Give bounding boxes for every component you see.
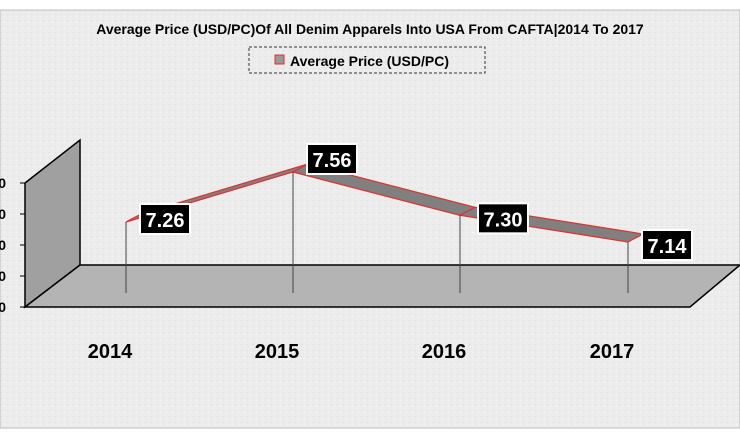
svg-text:7.56: 7.56 [313,150,352,172]
y-tick-label: 0 [0,268,6,284]
data-label: 7.26 [139,203,191,236]
plot-background [0,9,740,429]
x-tick-label: 2016 [422,341,467,363]
data-label: 7.14 [641,229,693,262]
floor [22,264,740,308]
legend-label: Average Price (USD/PC) [290,53,449,69]
data-label: 7.30 [477,202,529,235]
y-tick-label: 0 [0,299,6,315]
legend-swatch-icon [274,54,285,65]
chart-title: Average Price (USD/PC)Of All Denim Appar… [96,21,644,37]
svg-text:7.30: 7.30 [484,209,523,231]
x-tick-label: 2014 [88,341,133,363]
svg-text:7.14: 7.14 [648,236,688,258]
legend[interactable]: Average Price (USD/PC) [248,46,486,74]
x-tick-label: 2015 [255,341,300,363]
y-tick-label: 0 [0,237,6,253]
data-label: 7.56 [306,143,358,175]
svg-text:7.26: 7.26 [146,210,185,232]
x-tick-label: 2017 [590,341,635,363]
y-tick-label: 0 [0,175,6,191]
y-tick-label: 0 [0,206,6,222]
